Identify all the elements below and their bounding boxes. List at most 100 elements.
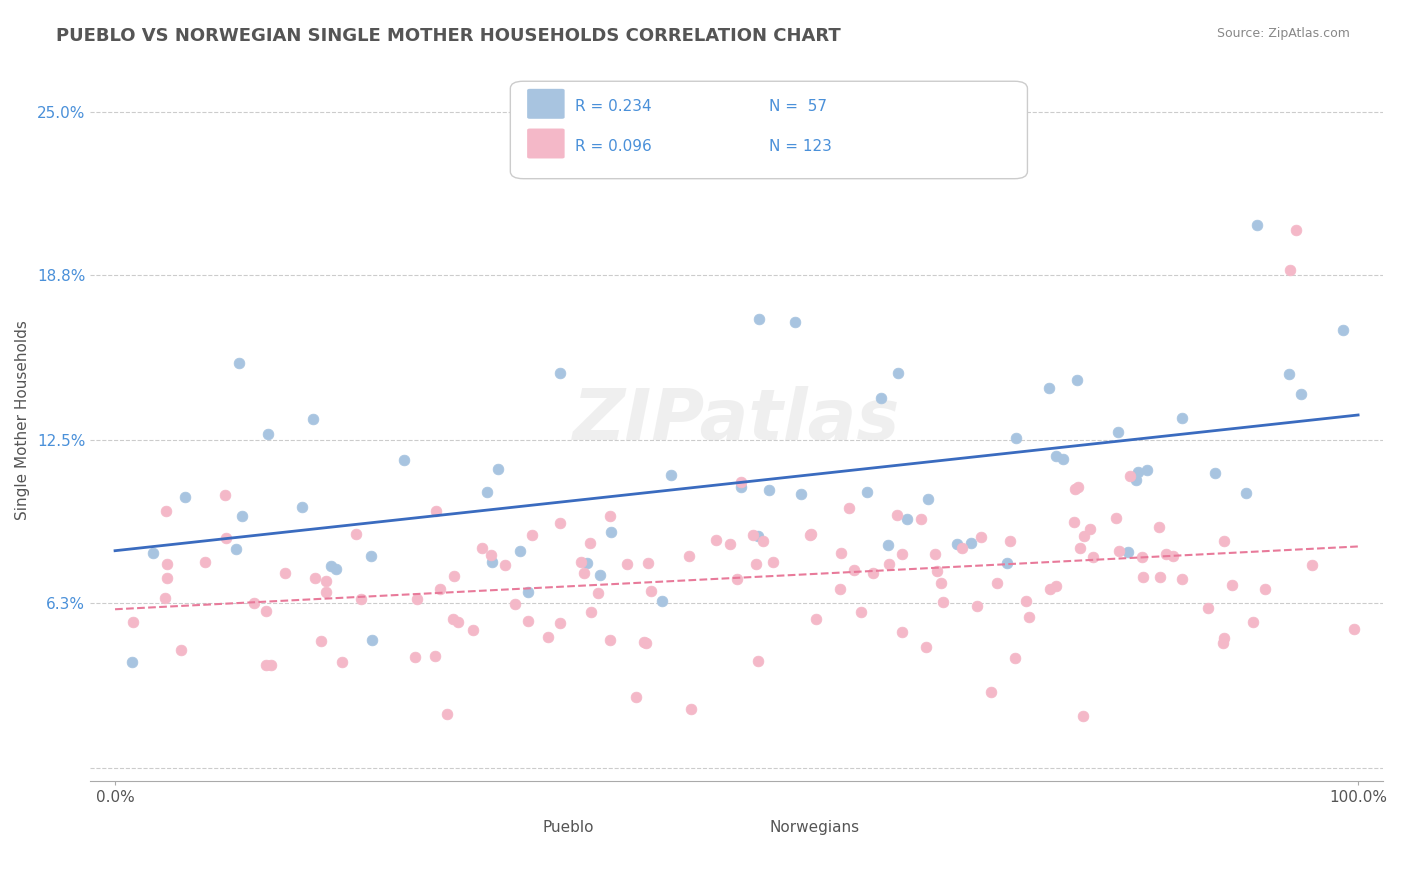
Point xyxy=(1130,550,1153,565)
Point xyxy=(925,564,948,578)
Point xyxy=(404,650,426,665)
Point xyxy=(842,563,865,577)
Point xyxy=(461,623,484,637)
Text: Norwegians: Norwegians xyxy=(769,820,859,835)
Point xyxy=(1154,547,1177,561)
Point xyxy=(1171,411,1194,425)
Point xyxy=(870,391,893,405)
Point xyxy=(447,615,470,629)
Point xyxy=(804,612,827,626)
Point xyxy=(425,504,447,518)
Point xyxy=(225,542,247,557)
Point xyxy=(579,605,602,619)
Point xyxy=(522,527,544,541)
Point xyxy=(170,643,193,657)
Point xyxy=(877,558,900,572)
FancyBboxPatch shape xyxy=(759,820,797,844)
FancyBboxPatch shape xyxy=(527,89,565,119)
Point xyxy=(315,574,337,589)
Text: Source: ZipAtlas.com: Source: ZipAtlas.com xyxy=(1216,27,1350,40)
Point xyxy=(155,571,177,585)
Point xyxy=(256,427,278,442)
Point xyxy=(730,475,752,489)
Point xyxy=(1253,582,1275,596)
Point xyxy=(741,528,763,542)
Point xyxy=(980,685,1002,699)
Point xyxy=(537,630,560,644)
Point xyxy=(142,546,165,560)
Point xyxy=(231,508,253,523)
Point xyxy=(589,567,612,582)
Point xyxy=(1147,520,1170,534)
Point xyxy=(436,707,458,722)
Point xyxy=(441,612,464,626)
Point xyxy=(1246,218,1268,232)
Point xyxy=(1063,516,1085,530)
Point xyxy=(751,534,773,549)
Point xyxy=(998,533,1021,548)
Point xyxy=(361,632,384,647)
Point xyxy=(946,536,969,550)
Point xyxy=(1045,579,1067,593)
Point xyxy=(1278,262,1301,277)
Text: R = 0.234: R = 0.234 xyxy=(575,99,651,114)
Point xyxy=(1136,463,1159,477)
Point xyxy=(932,595,955,609)
Point xyxy=(1125,473,1147,487)
Point xyxy=(891,547,914,561)
Point xyxy=(891,625,914,640)
Point xyxy=(1045,449,1067,463)
Point xyxy=(304,571,326,585)
Point xyxy=(616,558,638,572)
Point xyxy=(800,527,823,541)
Point xyxy=(730,480,752,494)
Point xyxy=(509,543,531,558)
Point xyxy=(896,512,918,526)
Point xyxy=(494,558,516,572)
Point xyxy=(548,516,571,530)
Point xyxy=(392,453,415,467)
Point xyxy=(122,615,145,630)
Point xyxy=(1064,482,1087,496)
FancyBboxPatch shape xyxy=(527,128,565,159)
Point xyxy=(887,366,910,380)
Point xyxy=(1073,529,1095,543)
Point xyxy=(214,488,236,502)
Point xyxy=(429,582,451,596)
Point xyxy=(1014,593,1036,607)
Point xyxy=(572,566,595,580)
Text: Pueblo: Pueblo xyxy=(543,820,595,835)
Point xyxy=(1038,381,1060,395)
Point xyxy=(1212,534,1234,549)
Text: N = 123: N = 123 xyxy=(769,139,832,154)
Point xyxy=(575,557,598,571)
Point xyxy=(360,549,382,563)
Point xyxy=(785,315,807,329)
Point xyxy=(830,582,852,596)
Point xyxy=(578,536,600,550)
Point xyxy=(929,576,952,591)
Point xyxy=(517,615,540,629)
Point xyxy=(193,555,215,569)
Point xyxy=(915,640,938,654)
Point xyxy=(758,483,780,497)
Point xyxy=(950,541,973,555)
Point xyxy=(986,575,1008,590)
Point xyxy=(599,632,621,647)
Point xyxy=(1204,466,1226,480)
Point xyxy=(156,557,179,571)
Point xyxy=(1343,623,1365,637)
Point xyxy=(274,566,297,580)
Point xyxy=(481,548,503,562)
Point xyxy=(1069,541,1091,555)
Point xyxy=(155,503,177,517)
Point xyxy=(704,533,727,547)
Point xyxy=(1212,636,1234,650)
Point xyxy=(745,557,768,571)
Point xyxy=(1119,469,1142,483)
Point xyxy=(651,594,673,608)
Point xyxy=(228,356,250,370)
Point xyxy=(1220,577,1243,591)
Point xyxy=(569,555,592,569)
Point xyxy=(1331,323,1354,337)
